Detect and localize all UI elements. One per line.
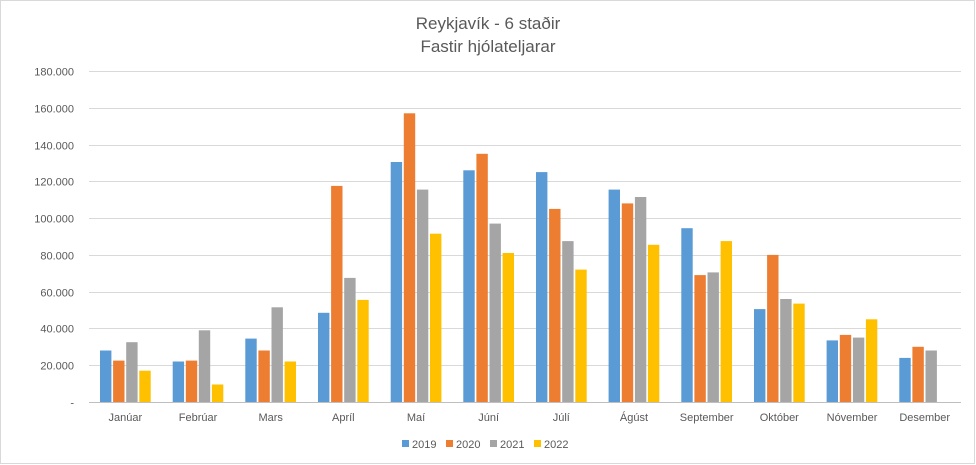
- y-tick-label: -: [70, 398, 74, 410]
- bar: [430, 233, 442, 402]
- bar: [284, 361, 296, 402]
- bar: [100, 350, 112, 402]
- bar: [707, 272, 719, 402]
- bar: [694, 275, 706, 402]
- y-tick-label: 20.000: [40, 361, 74, 373]
- bar: [390, 162, 403, 402]
- x-tick-label: Desember: [899, 412, 950, 424]
- chart-title-line-2: Fastir hjólateljarar: [420, 37, 555, 56]
- bar: [575, 269, 587, 402]
- bar: [780, 299, 792, 402]
- bar: [403, 113, 416, 403]
- bar: [271, 307, 283, 402]
- bar: [754, 309, 766, 402]
- bar: [608, 189, 620, 402]
- bar: [416, 189, 429, 402]
- x-tick-label: September: [680, 412, 734, 424]
- bar: [839, 334, 852, 402]
- bar: [185, 360, 198, 402]
- bar: [172, 361, 185, 402]
- bar: [245, 338, 257, 402]
- bar: [826, 340, 838, 402]
- x-tick-label: Ágúst: [620, 411, 648, 424]
- bar: [925, 350, 937, 402]
- bar: [476, 153, 488, 403]
- y-tick-label: 100.000: [34, 214, 74, 226]
- bar: [502, 253, 514, 402]
- legend-label: 2020: [456, 439, 480, 451]
- legend: 2019 2020 2021 2022: [402, 439, 568, 451]
- bar: [318, 312, 330, 402]
- legend-label: 2022: [544, 439, 568, 451]
- bar: [536, 172, 548, 402]
- bars: [100, 113, 937, 403]
- bar: [139, 370, 151, 402]
- legend-label: 2021: [500, 439, 524, 451]
- y-tick-label: 60.000: [40, 288, 74, 300]
- x-tick-label: Janúar: [108, 412, 142, 424]
- bar: [681, 228, 693, 402]
- y-tick-label: 80.000: [40, 251, 74, 263]
- bar: [126, 342, 138, 402]
- y-tick-label: 140.000: [34, 141, 74, 153]
- bar: [198, 330, 211, 402]
- bar: [331, 185, 343, 402]
- bar: [899, 357, 911, 402]
- legend-swatch: [490, 440, 497, 447]
- bar: [852, 337, 865, 402]
- x-tick-label: Júní: [478, 412, 499, 424]
- bar: [912, 346, 924, 402]
- bar: [621, 203, 634, 402]
- x-tick-label: Febrúar: [179, 412, 218, 424]
- bar: [767, 254, 779, 402]
- y-axis-tick-labels: - 20.000 40.000 60.000 80.000 100.000 120.000 1…: [34, 67, 74, 410]
- y-tick-label: 160.000: [34, 104, 74, 116]
- x-axis-tick-labels: Janúar Febrúar Mars Apríl Maí Júní Júlí Ágúst Se…: [108, 411, 950, 424]
- y-tick-label: 180.000: [34, 67, 74, 79]
- chart-title: Reykjavík - 6 staðir Fastir hjólateljara…: [416, 14, 561, 56]
- y-tick-label: 120.000: [34, 177, 74, 189]
- legend-swatch: [402, 440, 409, 447]
- bar: [489, 223, 501, 402]
- legend-swatch: [446, 440, 453, 447]
- x-tick-label: Maí: [407, 412, 425, 424]
- bar: [258, 350, 270, 402]
- bar: [720, 241, 732, 402]
- gridlines: [89, 71, 961, 366]
- x-tick-label: Mars: [258, 412, 283, 424]
- x-tick-label: Apríl: [332, 412, 355, 424]
- y-tick-label: 40.000: [40, 324, 74, 336]
- bar: [549, 208, 561, 402]
- legend-label: 2019: [412, 439, 436, 451]
- x-tick-label: Júlí: [553, 412, 570, 424]
- bar: [357, 299, 369, 402]
- bar: [634, 197, 647, 402]
- bar: [793, 303, 805, 402]
- legend-swatch: [534, 440, 541, 447]
- bar: [647, 244, 660, 402]
- x-tick-label: Október: [760, 412, 799, 424]
- bar: [211, 384, 224, 402]
- bar: [865, 319, 878, 403]
- bar: [113, 360, 125, 402]
- bar: [463, 170, 475, 402]
- x-tick-label: Nóvember: [827, 412, 878, 424]
- bar: [344, 277, 356, 402]
- bar: [562, 241, 574, 402]
- chart-title-line-1: Reykjavík - 6 staðir: [416, 14, 561, 33]
